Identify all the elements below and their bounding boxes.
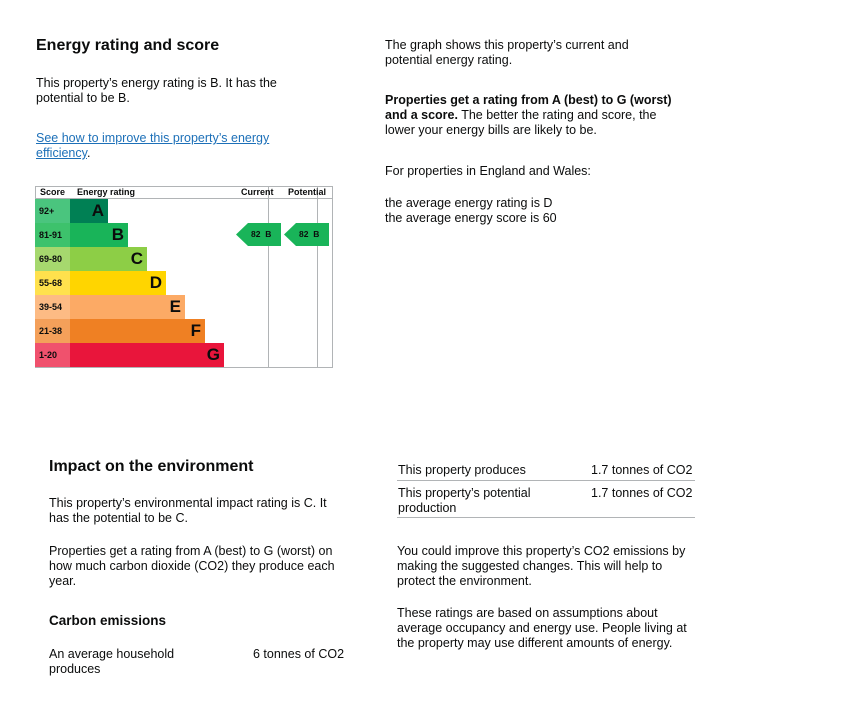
environment-rating-text: This property’s environmental impact rat… xyxy=(49,496,327,525)
graph-rating-rest: The better the rating and score, the low… xyxy=(385,108,657,137)
current-score: 82 xyxy=(251,229,261,239)
england-wales-label: For properties in England and Wales: xyxy=(385,164,591,178)
graph-rating-explain: Properties get a rating from A (best) to… xyxy=(385,93,685,138)
band-score-e: 39-54 xyxy=(35,295,70,319)
energy-rating-title: Energy rating and score xyxy=(36,37,220,54)
band-bar-d: D xyxy=(70,271,166,295)
header-current: Current xyxy=(241,187,274,197)
band-score-b: 81-91 xyxy=(35,223,70,247)
produces-label: This property produces xyxy=(398,463,526,477)
chart-border-bottom xyxy=(35,367,333,368)
band-bar-f: F xyxy=(70,319,205,343)
potential-production-label: This property’s potential production xyxy=(398,486,531,515)
produces-value: 1.7 tonnes of CO2 xyxy=(591,463,693,477)
band-bar-c: C xyxy=(70,247,147,271)
environment-rating-explain: Properties get a rating from A (best) to… xyxy=(49,544,335,588)
chart-divider-potential xyxy=(317,186,318,368)
potential-score: 82 xyxy=(299,229,309,239)
average-household-label: An average household produces xyxy=(49,647,175,676)
band-score-g: 1-20 xyxy=(35,343,70,367)
band-score-a: 92+ xyxy=(35,199,70,223)
header-potential: Potential xyxy=(288,187,327,197)
header-energy-rating: Energy rating xyxy=(77,187,136,197)
carbon-emissions-title: Carbon emissions xyxy=(49,613,167,628)
improve-co2-text: You could improve this property’s CO2 em… xyxy=(397,544,686,588)
potential-rating-arrow: 82 B xyxy=(284,223,329,246)
improve-link-suffix: . xyxy=(86,146,91,160)
chart-border-right xyxy=(332,186,333,368)
environment-title: Impact on the environment xyxy=(49,458,254,475)
energy-rating-chart: Score Energy rating Current Potential 92… xyxy=(35,186,333,368)
current-rating-arrow: 82 B xyxy=(236,223,281,246)
graph-intro: The graph shows this property’s current … xyxy=(385,38,629,67)
chart-divider-current xyxy=(268,186,269,368)
band-score-c: 69-80 xyxy=(35,247,70,271)
chart-header-line xyxy=(35,198,333,199)
produces-divider xyxy=(397,480,695,481)
average-rating: the average energy rating is D xyxy=(385,196,553,210)
band-score-d: 55-68 xyxy=(35,271,70,295)
energy-rating-text: This property’s energy rating is B. It h… xyxy=(36,76,277,105)
average-score: the average energy score is 60 xyxy=(385,211,557,225)
improve-link-wrapper: See how to improve this property’s energ… xyxy=(36,131,296,161)
average-household-value: 6 tonnes of CO2 xyxy=(253,647,345,661)
potential-divider xyxy=(397,517,695,518)
band-score-f: 21-38 xyxy=(35,319,70,343)
potential-production-value: 1.7 tonnes of CO2 xyxy=(591,486,693,500)
band-bar-e: E xyxy=(70,295,185,319)
potential-letter: B xyxy=(313,229,320,239)
chart-border-top xyxy=(35,186,333,187)
band-bar-b: B xyxy=(70,223,128,247)
band-bar-a: A xyxy=(70,199,108,223)
band-bar-g: G xyxy=(70,343,224,367)
assumptions-text: These ratings are based on assumptions a… xyxy=(397,606,687,650)
header-score: Score xyxy=(40,187,66,197)
improve-energy-link[interactable]: See how to improve this property’s energ… xyxy=(36,131,270,160)
graph-rating-bold: Properties get a rating from A (best) to… xyxy=(385,93,672,122)
current-letter: B xyxy=(265,229,272,239)
